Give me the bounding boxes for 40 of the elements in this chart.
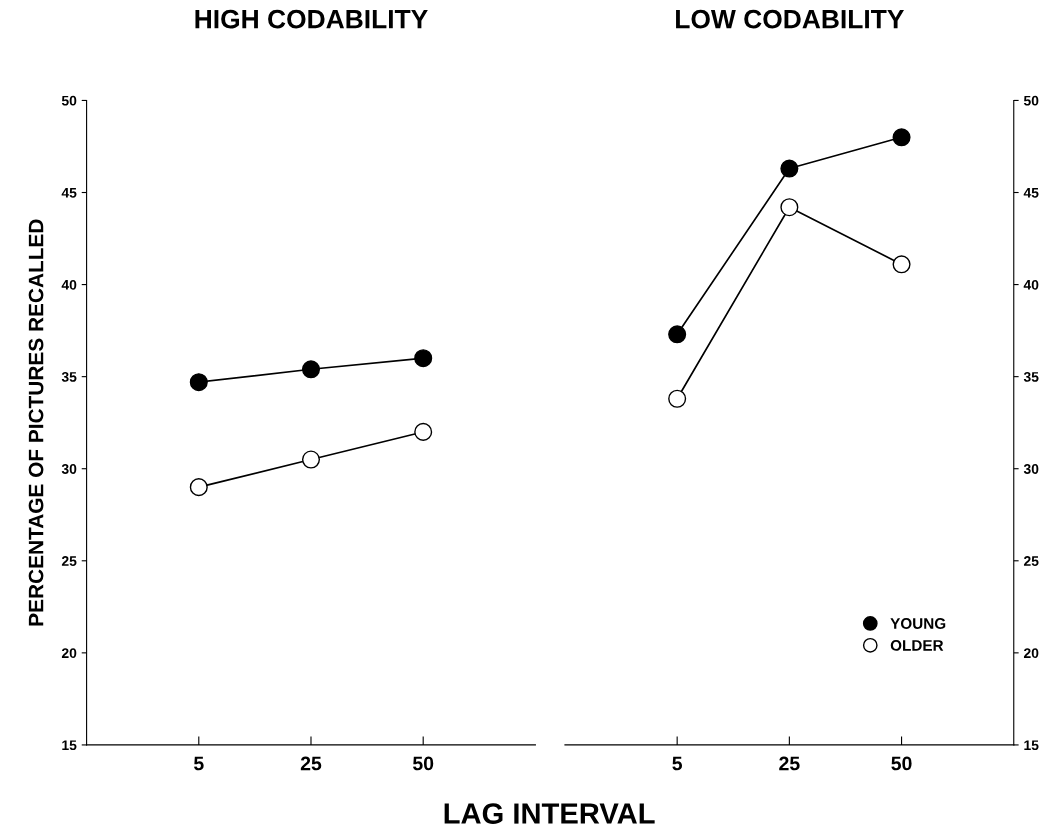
point [780, 159, 799, 178]
y2-tick-label: 40 [1023, 279, 1039, 290]
x-tick-label: 5 [672, 756, 683, 771]
y2-tick-label: 45 [1023, 187, 1039, 198]
y2-tick-label: 30 [1023, 464, 1039, 474]
point [301, 450, 321, 469]
point [301, 360, 321, 379]
legend-label: YOUNG [890, 618, 946, 629]
point [892, 255, 911, 274]
x-tick-label: 25 [300, 756, 322, 771]
x-axis-title: LAG INTERVAL [444, 803, 655, 824]
y-tick-label: 25 [61, 556, 77, 566]
point [668, 389, 687, 408]
x-tick-label: 25 [779, 756, 800, 771]
point [189, 373, 208, 392]
x-tick-label: 5 [193, 756, 204, 771]
y-tick-label: 45 [61, 187, 77, 198]
y-tick-label: 50 [61, 95, 77, 106]
point [668, 325, 687, 344]
y2-tick-label: 20 [1023, 648, 1039, 659]
y-tick-label: 30 [61, 464, 77, 474]
y2-tick-label: 25 [1023, 556, 1039, 566]
point [414, 349, 433, 368]
y2-tick-label: 50 [1023, 95, 1039, 106]
y-tick-label: 20 [61, 648, 77, 659]
point [892, 128, 911, 147]
x-tick-label: 50 [412, 756, 434, 771]
point [414, 422, 433, 441]
x-tick-label: 50 [891, 756, 912, 771]
y2-tick-label: 15 [1024, 740, 1039, 751]
chart-title: HIGH CODABILITY [195, 9, 428, 29]
y2-tick-label: 35 [1023, 371, 1039, 382]
chart-title: LOW CODABILITY [676, 9, 905, 29]
y-axis-title: PERCENTAGE OF PICTURES RECALLED [28, 219, 44, 626]
point [780, 198, 799, 217]
y-tick-label: 35 [61, 371, 77, 382]
point [189, 478, 208, 497]
y-tick-label: 15 [62, 740, 77, 751]
y-tick-label: 40 [61, 279, 77, 290]
legend-label: OLDER [890, 640, 944, 651]
